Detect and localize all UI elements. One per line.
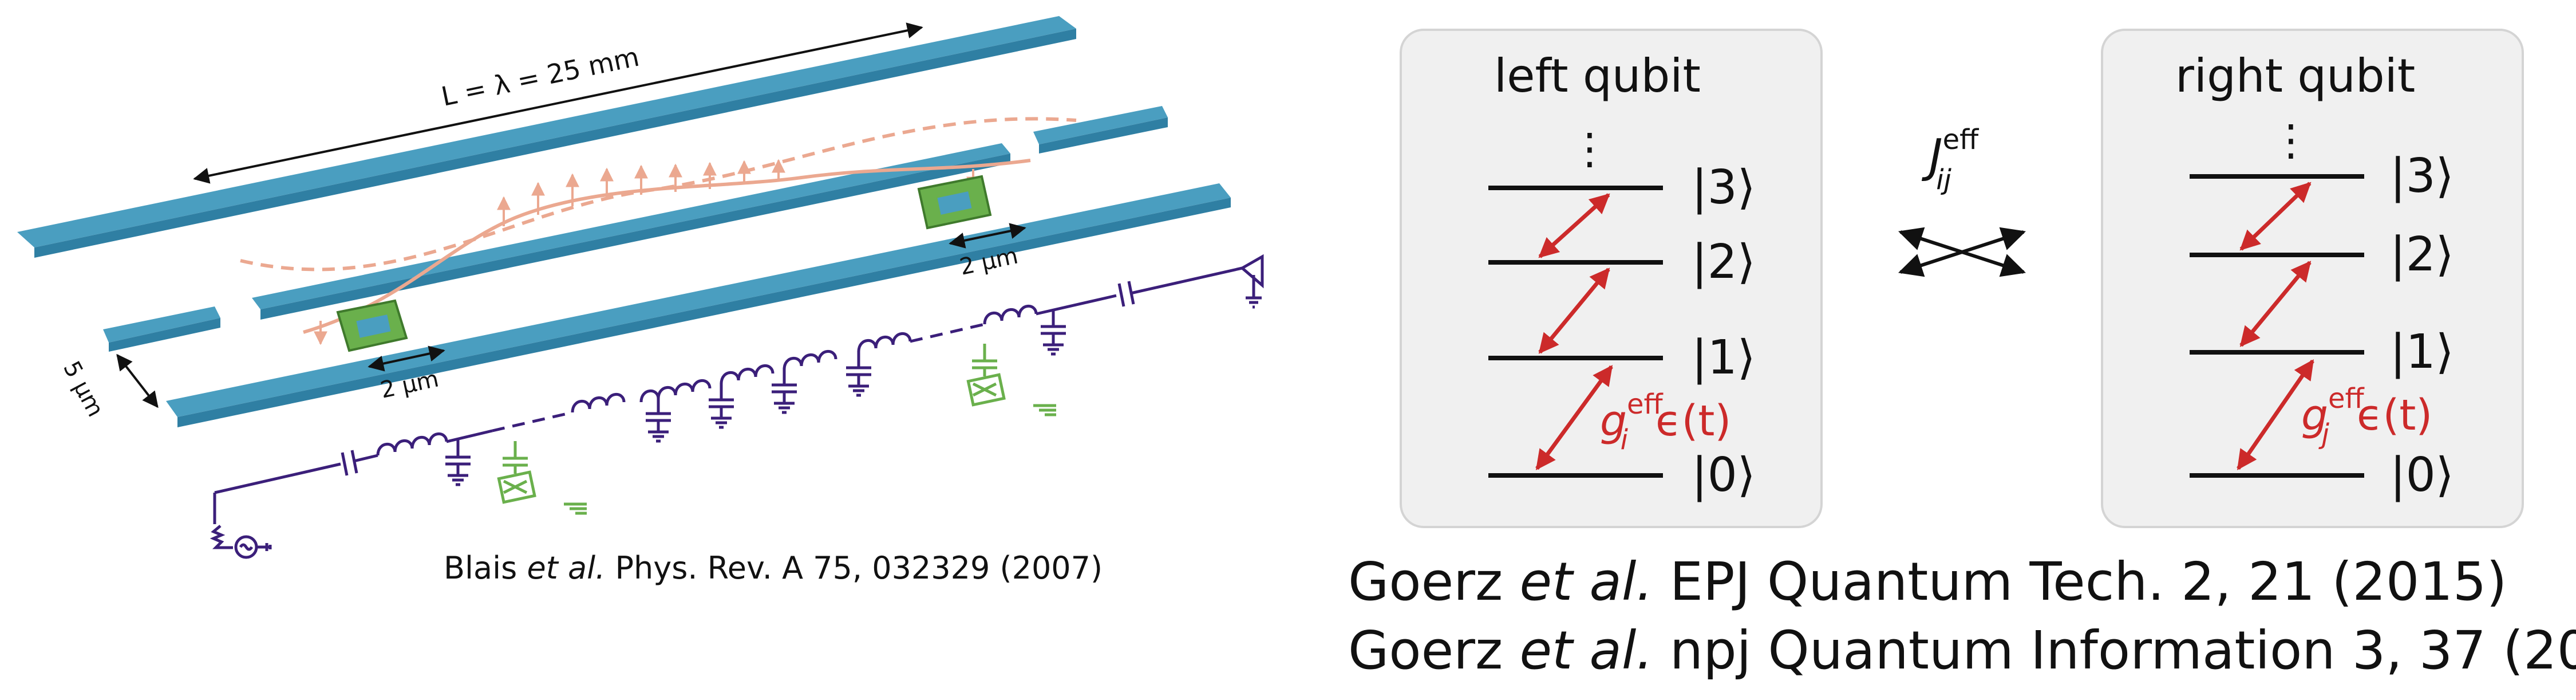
citation-goerz-2015-etal: et al. bbox=[1519, 551, 1653, 612]
citation-goerz-2017-ref: npj Quantum Information 3, 37 (2017) bbox=[1669, 620, 2576, 681]
citation-blais-authors: Blais bbox=[444, 550, 517, 586]
strip-piece-right-edge bbox=[1039, 117, 1168, 154]
citation-blais-etal: et al. bbox=[527, 550, 606, 586]
qubit-schematics bbox=[497, 344, 1056, 515]
right-ket-0: |0⟩ bbox=[2390, 448, 2454, 502]
exchange-label: Jeff ij bbox=[1921, 124, 1979, 196]
left-qubit-dots: ⋮ bbox=[1568, 124, 1611, 174]
exchange-arrow-b bbox=[1898, 227, 2026, 277]
citation-goerz-2017-etal: et al. bbox=[1519, 620, 1653, 681]
strip-piece-left-edge bbox=[109, 318, 220, 352]
standing-wave-dashed bbox=[240, 117, 1077, 272]
right-coupling-label: geff j ϵ(t) bbox=[2301, 383, 2432, 450]
strip-piece-left bbox=[103, 306, 220, 343]
center-conductor bbox=[252, 143, 1010, 309]
exchange-coupling: Jeff ij bbox=[1898, 124, 2026, 277]
citation-goerz-2015: Goerz et al. EPJ Quantum Tech. 2, 21 (20… bbox=[1348, 551, 2507, 612]
right-ket-3: |3⟩ bbox=[2390, 149, 2454, 203]
left-transition-23 bbox=[1538, 193, 1610, 258]
left-qubit-title: left qubit bbox=[1494, 49, 1701, 103]
gap-label: 5 μm bbox=[58, 357, 109, 421]
ground-strip-bottom-edge bbox=[177, 198, 1231, 427]
left-ket-1: |1⟩ bbox=[1692, 331, 1756, 385]
left-transition-01 bbox=[1535, 365, 1613, 470]
center-conductor-edge bbox=[260, 154, 1010, 320]
junction-arrow-right bbox=[949, 223, 1026, 249]
right-qubit-panel: right qubit ⋮ |3⟩ |2⟩ |1⟩ |0⟩ geff j ϵ(t) bbox=[2101, 29, 2524, 528]
right-transition-23 bbox=[2239, 182, 2312, 251]
right-qubit-title: right qubit bbox=[2175, 49, 2415, 103]
ground-capacitors bbox=[445, 309, 1066, 486]
left-ket-3: |3⟩ bbox=[1692, 160, 1756, 215]
junction-arrow-left bbox=[368, 345, 445, 372]
left-ket-0: |0⟩ bbox=[1692, 448, 1756, 502]
length-arrow bbox=[193, 22, 923, 184]
right-transition-12 bbox=[2239, 261, 2312, 347]
gap-arrow bbox=[116, 353, 159, 408]
left-qubit-panel: left qubit ⋮ |3⟩ |2⟩ |1⟩ |0⟩ geff i ϵ(t) bbox=[1400, 29, 1823, 528]
right-ket-2: |2⟩ bbox=[2390, 227, 2454, 282]
strip-piece-right bbox=[1033, 106, 1168, 144]
length-label: L = λ = 25 mm bbox=[438, 41, 642, 112]
detector-icon bbox=[1239, 254, 1264, 309]
left-ket-2: |2⟩ bbox=[1692, 235, 1756, 289]
left-coupling-label: geff i ϵ(t) bbox=[1600, 388, 1731, 456]
citation-blais: Blais et al. Phys. Rev. A 75, 032329 (20… bbox=[444, 550, 1103, 586]
citation-goerz-2015-authors: Goerz bbox=[1348, 551, 1503, 612]
right-qubit-dots: ⋮ bbox=[2270, 116, 2312, 165]
citation-goerz-2015-ref: EPJ Quantum Tech. 2, 21 (2015) bbox=[1669, 551, 2507, 612]
citation-goerz-2017-authors: Goerz bbox=[1348, 620, 1503, 681]
citation-blais-ref: Phys. Rev. A 75, 032329 (2007) bbox=[615, 550, 1103, 586]
circuit-schematic bbox=[210, 254, 1264, 559]
right-ket-1: |1⟩ bbox=[2390, 325, 2454, 379]
qubit-right bbox=[917, 175, 992, 230]
qubit-left bbox=[336, 299, 408, 352]
right-transition-01 bbox=[2237, 359, 2314, 470]
citation-goerz-2017: Goerz et al. npj Quantum Information 3, … bbox=[1348, 620, 2576, 681]
left-transition-12 bbox=[1538, 268, 1610, 354]
resonator-device: L = λ = 25 mm 5 μm 2 μm 2 μm bbox=[17, 16, 1231, 427]
ground-strip-top bbox=[17, 16, 1076, 247]
